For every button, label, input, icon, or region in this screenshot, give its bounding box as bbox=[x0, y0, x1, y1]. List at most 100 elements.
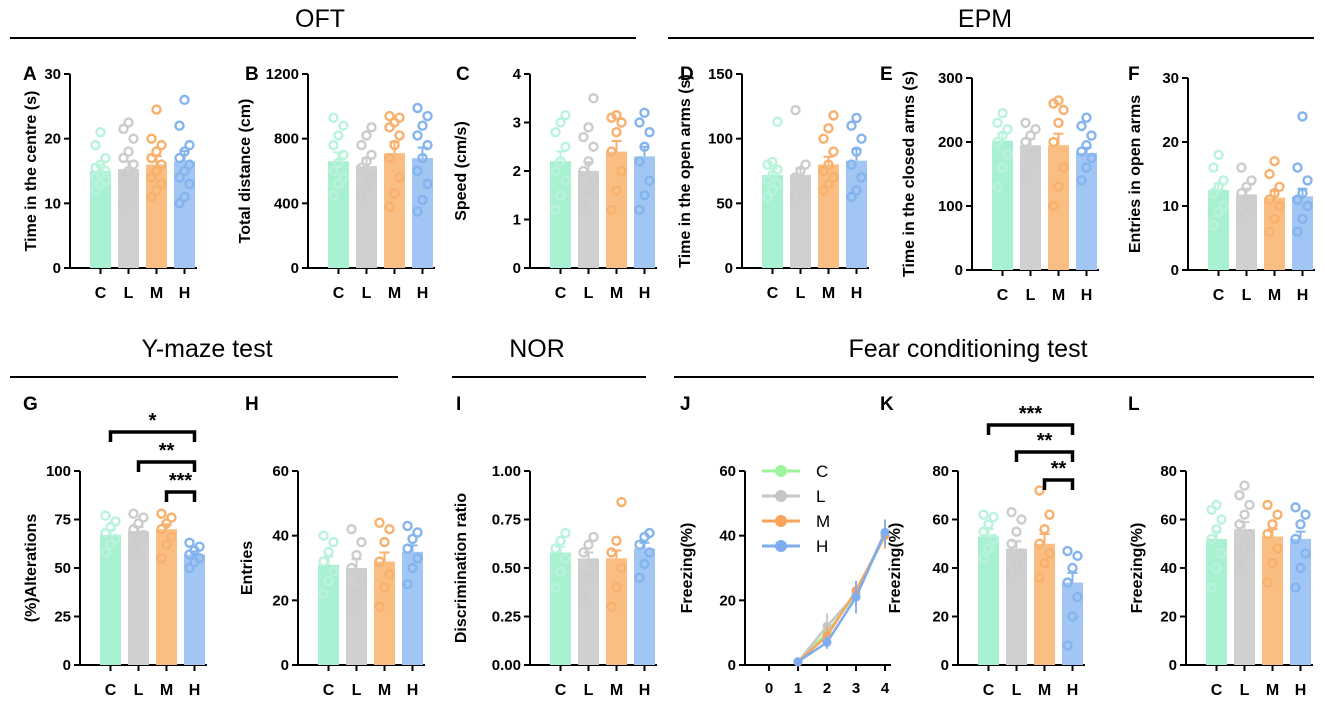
y-tick-label-d: 150 bbox=[708, 66, 733, 83]
data-point-l bbox=[1300, 509, 1311, 520]
data-point-f bbox=[1302, 175, 1313, 186]
x-tick-label-j: 3 bbox=[852, 680, 860, 697]
y-tick-label-b: 0 bbox=[291, 260, 299, 277]
panel-letter-e: E bbox=[880, 64, 893, 85]
data-point-h bbox=[328, 566, 339, 577]
data-point-l bbox=[1262, 499, 1273, 511]
data-point-c bbox=[578, 199, 589, 211]
legend-label-m: M bbox=[816, 512, 830, 531]
panel-b: B 0 400 800 1200 Total distance (cm) C L M H bbox=[237, 64, 435, 302]
section-title-oft: OFT bbox=[10, 5, 636, 39]
data-point-h bbox=[323, 546, 334, 558]
data-point-l bbox=[1239, 480, 1250, 491]
series-point-h bbox=[793, 657, 803, 667]
data-point-e bbox=[1076, 175, 1087, 186]
y-tick-label-l: 80 bbox=[1160, 463, 1177, 480]
data-point-h bbox=[379, 582, 390, 593]
x-tick-label-e: L bbox=[1026, 287, 1036, 304]
data-point-k bbox=[978, 509, 989, 520]
y-axis-label-e: Time in the closed arms (s) bbox=[901, 71, 918, 277]
data-point-b bbox=[394, 130, 405, 141]
y-axis-label-g: (%)Alterations bbox=[23, 514, 40, 623]
data-point-g bbox=[194, 553, 205, 564]
significance-label-k: ** bbox=[1051, 458, 1067, 480]
data-point-d bbox=[851, 112, 862, 124]
y-axis-label-l: Freezing(%) bbox=[1129, 523, 1146, 614]
series-line-m bbox=[797, 535, 887, 663]
data-point-a bbox=[179, 191, 190, 203]
data-point-k bbox=[1016, 514, 1027, 525]
data-point-d bbox=[823, 123, 834, 134]
data-point-i bbox=[583, 539, 594, 550]
y-axis-label-a: Time in the centre (s) bbox=[23, 91, 40, 252]
data-point-k bbox=[1044, 548, 1055, 559]
data-point-d bbox=[772, 178, 783, 190]
y-tick-label-i: 0.00 bbox=[492, 657, 521, 674]
x-tick-label-f: M bbox=[1268, 287, 1281, 304]
x-tick-label-g: M bbox=[160, 682, 173, 699]
section-title-epm-text: EPM bbox=[958, 5, 1012, 33]
y-tick-label-l: 60 bbox=[1160, 512, 1177, 529]
data-point-k bbox=[1039, 557, 1050, 569]
data-point-b bbox=[366, 122, 377, 133]
data-point-a bbox=[174, 172, 185, 183]
x-tick-label-k: C bbox=[983, 682, 995, 699]
bar-i-h bbox=[634, 548, 655, 665]
data-point-d bbox=[790, 172, 801, 183]
data-point-c bbox=[634, 156, 645, 167]
bar-e-h bbox=[1076, 152, 1097, 270]
data-point-e bbox=[1081, 162, 1092, 173]
data-point-h bbox=[374, 601, 385, 612]
data-point-b bbox=[333, 178, 344, 190]
panel-letter-d: D bbox=[680, 64, 694, 85]
significance-label-g: ** bbox=[159, 440, 175, 462]
x-tick-label-k: M bbox=[1038, 682, 1051, 699]
series-line-l bbox=[797, 531, 887, 663]
panel-letter-j: J bbox=[680, 394, 691, 415]
data-point-g bbox=[110, 516, 121, 527]
data-point-g bbox=[161, 518, 172, 529]
data-point-l bbox=[1239, 543, 1250, 554]
data-point-a bbox=[151, 146, 162, 157]
data-point-k bbox=[1062, 577, 1073, 588]
data-point-a bbox=[90, 185, 101, 196]
series-point-h bbox=[822, 637, 832, 647]
data-point-l bbox=[1216, 548, 1227, 559]
x-tick-label-i: C bbox=[555, 682, 567, 699]
data-point-i bbox=[611, 535, 622, 547]
section-title-nor-text: NOR bbox=[509, 335, 565, 363]
y-tick-label-b: 1200 bbox=[266, 66, 299, 83]
data-point-h bbox=[346, 524, 357, 535]
data-point-b bbox=[422, 110, 433, 122]
y-tick-label-a: 30 bbox=[44, 66, 61, 83]
panel-e: E 0 100 200 300 Time in the closed arms (s) C L… bbox=[880, 64, 1099, 304]
data-point-g bbox=[128, 524, 139, 535]
x-tick-label-a: C bbox=[95, 285, 107, 302]
x-tick-label-h: C bbox=[323, 682, 335, 699]
y-tick-label-l: 0 bbox=[1169, 657, 1177, 674]
data-point-e bbox=[1025, 155, 1036, 167]
data-point-h bbox=[402, 578, 413, 590]
data-point-b bbox=[389, 188, 400, 199]
y-tick-label-i: 0.50 bbox=[492, 560, 521, 577]
significance-bracket-g bbox=[136, 460, 197, 472]
data-point-e bbox=[1076, 146, 1087, 157]
data-point-f bbox=[1264, 168, 1275, 180]
data-point-h bbox=[351, 588, 362, 600]
data-point-k bbox=[988, 533, 999, 545]
data-point-f bbox=[1269, 155, 1280, 167]
data-point-k bbox=[1016, 548, 1027, 559]
data-point-e bbox=[1058, 162, 1069, 173]
data-point-d bbox=[795, 185, 806, 196]
data-point-k bbox=[1011, 526, 1022, 537]
y-tick-label-j: 0 bbox=[728, 657, 736, 674]
data-point-c bbox=[560, 110, 571, 121]
data-point-a bbox=[146, 133, 157, 144]
bar-e-l bbox=[1020, 145, 1041, 270]
data-point-k bbox=[1011, 557, 1022, 569]
x-tick-label-g: C bbox=[105, 682, 117, 699]
